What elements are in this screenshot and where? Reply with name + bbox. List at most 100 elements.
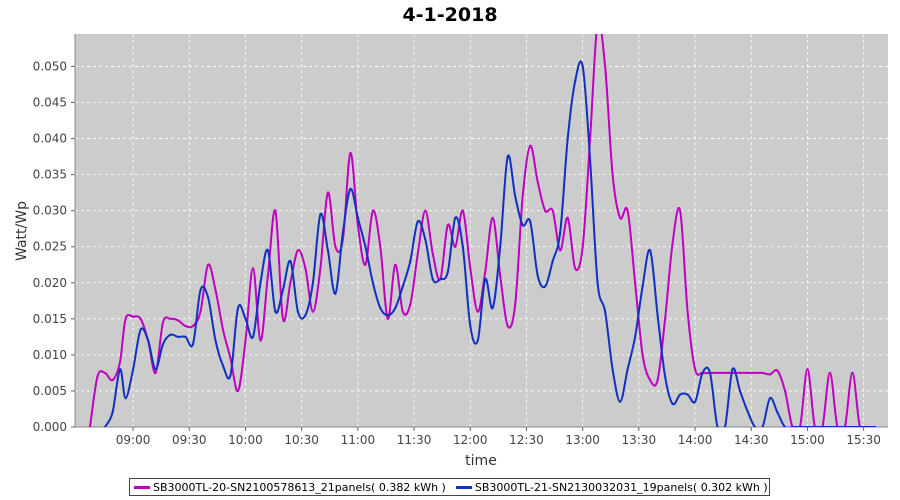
data-point (768, 397, 772, 400)
data-point (686, 393, 689, 396)
data-point (611, 368, 614, 371)
data-point (334, 292, 337, 295)
data-point (806, 368, 809, 371)
data-point (626, 368, 629, 371)
data-point (259, 281, 262, 284)
data-point (111, 411, 114, 414)
data-point (454, 245, 457, 248)
data-point (461, 245, 464, 248)
data-point (379, 245, 382, 248)
data-point (118, 361, 122, 364)
data-point (349, 187, 352, 191)
data-point (311, 310, 314, 313)
data-point (281, 317, 284, 320)
x-tick-label: 13:30 (622, 433, 657, 447)
data-point (154, 368, 157, 371)
data-point (851, 425, 854, 427)
data-point (551, 260, 554, 263)
data-point (761, 371, 764, 374)
data-point (409, 260, 412, 263)
data-point (266, 249, 269, 252)
data-point (574, 79, 577, 82)
legend-swatch-series-2 (455, 485, 472, 489)
data-point (843, 425, 846, 427)
x-tick-label: 14:30 (734, 433, 769, 447)
data-point (776, 369, 779, 372)
data-point (634, 335, 637, 338)
data-point (873, 425, 876, 427)
data-point (349, 151, 352, 155)
data-point (274, 209, 277, 212)
data-point (371, 281, 374, 284)
data-point (529, 144, 532, 147)
data-point (851, 371, 854, 374)
data-point (326, 249, 329, 252)
data-point (356, 216, 359, 219)
data-point (214, 339, 217, 342)
data-point (147, 339, 150, 342)
data-point (738, 389, 742, 392)
data-point (111, 379, 114, 382)
data-point (679, 209, 682, 212)
legend-item-series-2: SB3000TL-21-SN2130032031_19panels( 0.302… (455, 481, 768, 494)
x-tick-label: 12:00 (453, 433, 488, 447)
data-point (753, 425, 757, 427)
data-point (559, 249, 562, 252)
data-point (589, 159, 592, 162)
data-point (266, 274, 269, 277)
data-point (439, 278, 442, 281)
data-point (409, 303, 412, 306)
y-tick-label: 0.025 (33, 240, 67, 254)
data-point (371, 209, 374, 212)
data-point (476, 339, 479, 342)
data-point (776, 411, 779, 414)
x-axis-ticks: 09:00 09:30 10:00 10:30 11:00 11:30 12:00 12:30… (116, 427, 881, 447)
data-point (664, 317, 667, 320)
data-point (364, 263, 367, 266)
data-point (566, 216, 569, 219)
series-layer (88, 34, 876, 427)
data-point (484, 278, 487, 281)
data-point (206, 296, 210, 299)
data-point (634, 281, 637, 284)
y-tick-label: 0.010 (33, 348, 67, 362)
x-tick-label: 09:00 (116, 433, 151, 447)
data-point (431, 278, 434, 281)
data-point (461, 209, 464, 212)
y-tick-label: 0.000 (33, 420, 67, 434)
data-point (716, 425, 719, 427)
x-axis-label: time (465, 453, 497, 469)
data-point (221, 328, 225, 331)
data-point (544, 285, 547, 288)
data-point (529, 220, 532, 223)
data-point (401, 285, 404, 288)
x-tick-label: 12:30 (509, 433, 544, 447)
data-point (716, 371, 719, 374)
data-point (229, 374, 232, 377)
data-point (341, 231, 344, 234)
data-point (798, 425, 802, 427)
data-point (139, 317, 142, 320)
legend-swatch-series-1 (134, 485, 150, 489)
legend-label-series-1: SB3000TL-20-SN2100578613_21panels( 0.382… (153, 480, 446, 494)
data-point (326, 191, 329, 194)
data-point (551, 209, 554, 212)
data-point (866, 425, 869, 427)
data-point (828, 371, 832, 374)
y-tick-label: 0.040 (33, 132, 67, 146)
y-tick-label: 0.015 (33, 312, 67, 326)
data-point (514, 303, 517, 306)
data-point (191, 343, 195, 346)
y-tick-label: 0.050 (33, 59, 67, 73)
data-point (679, 393, 682, 396)
data-point (161, 343, 165, 346)
legend-item-series-1: SB3000TL-20-SN2100578613_21panels( 0.382… (134, 481, 446, 494)
data-point (124, 317, 127, 320)
data-point (536, 274, 539, 277)
data-point (184, 335, 187, 338)
data-point (753, 371, 757, 374)
data-point (581, 65, 584, 68)
data-point (229, 357, 232, 360)
data-point (431, 252, 434, 255)
data-point (738, 371, 742, 374)
